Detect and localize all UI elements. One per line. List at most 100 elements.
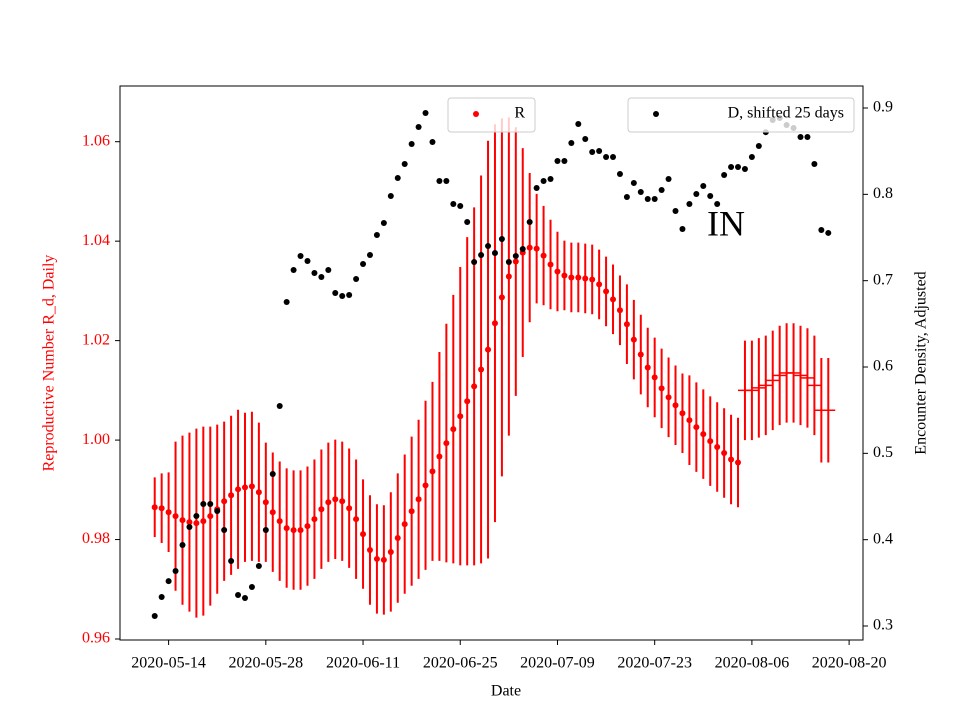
y2-tick-label: 0.6: [873, 358, 893, 375]
point: [700, 182, 707, 189]
point: [408, 141, 415, 148]
point: [318, 506, 325, 513]
point: [262, 527, 269, 534]
point: [755, 143, 762, 150]
point: [269, 509, 276, 516]
point: [179, 517, 186, 524]
point: [589, 276, 596, 283]
point: [498, 235, 505, 242]
point: [679, 410, 686, 417]
point: [505, 259, 512, 266]
y2-axis-label: Encounter Density, Adjusted: [913, 271, 930, 454]
point: [610, 296, 617, 303]
point: [387, 192, 394, 199]
point: [207, 501, 214, 508]
point: [276, 403, 283, 410]
point: [728, 163, 735, 170]
point: [221, 498, 228, 505]
x-tick-label: 2020-08-06: [715, 655, 790, 672]
point: [360, 261, 367, 268]
point: [603, 288, 610, 295]
point: [804, 134, 811, 141]
point: [554, 268, 561, 275]
point: [547, 261, 554, 268]
point: [568, 274, 575, 281]
point: [596, 148, 603, 155]
point: [373, 232, 380, 239]
point: [582, 275, 589, 282]
legend-marker: [473, 111, 479, 117]
point: [422, 482, 429, 489]
point: [651, 196, 658, 203]
point: [339, 292, 346, 299]
y-tick-label: 1.06: [82, 132, 110, 149]
point: [464, 398, 471, 405]
point: [748, 153, 755, 160]
point: [658, 187, 665, 194]
point: [589, 148, 596, 155]
point: [221, 527, 228, 534]
point: [429, 139, 436, 146]
point: [311, 269, 318, 276]
y2-tick-label: 0.3: [873, 617, 893, 634]
point: [693, 424, 700, 431]
point: [596, 281, 603, 288]
point: [346, 505, 353, 512]
point: [158, 594, 165, 601]
point: [714, 201, 721, 208]
point: [436, 177, 443, 184]
point: [353, 516, 360, 523]
point: [353, 276, 360, 283]
point: [512, 252, 519, 259]
point: [610, 153, 617, 160]
legend-box: [627, 97, 855, 133]
point: [304, 257, 311, 264]
point: [387, 548, 394, 555]
point: [158, 505, 165, 512]
point: [554, 158, 561, 165]
point: [228, 492, 235, 499]
point: [214, 508, 221, 515]
point: [693, 191, 700, 198]
point: [658, 385, 665, 392]
x-tick-label: 2020-07-23: [617, 655, 692, 672]
point: [394, 175, 401, 182]
point: [290, 266, 297, 273]
point: [818, 227, 825, 234]
point: [616, 307, 623, 314]
legend-marker: [653, 111, 659, 117]
point: [200, 501, 207, 508]
y-tick-label: 1.04: [82, 232, 110, 249]
point: [686, 201, 693, 208]
y-axis-label: Reproductive Number R_d, Daily: [41, 255, 58, 472]
point: [707, 438, 714, 445]
point: [255, 489, 262, 496]
point: [603, 153, 610, 160]
point: [151, 612, 158, 619]
point: [637, 189, 644, 196]
point: [179, 542, 186, 549]
point: [485, 346, 492, 353]
legend: D, shifted 25 days: [627, 97, 855, 133]
point: [235, 486, 242, 493]
point: [485, 242, 492, 249]
point: [450, 201, 457, 208]
point: [478, 252, 485, 259]
point: [332, 290, 339, 297]
y2-tick-label: 0.8: [873, 185, 893, 202]
point: [457, 413, 464, 420]
y2-tick-label: 0.5: [873, 444, 893, 461]
point: [360, 531, 367, 538]
legend-box: [447, 97, 536, 133]
point: [533, 245, 540, 252]
point: [498, 294, 505, 301]
point: [512, 258, 519, 265]
point: [380, 220, 387, 227]
point: [318, 273, 325, 280]
point: [471, 259, 478, 266]
point: [728, 456, 735, 463]
x-axis-label: Date: [491, 683, 521, 700]
point: [561, 158, 568, 165]
point: [429, 468, 436, 475]
point: [582, 136, 589, 143]
